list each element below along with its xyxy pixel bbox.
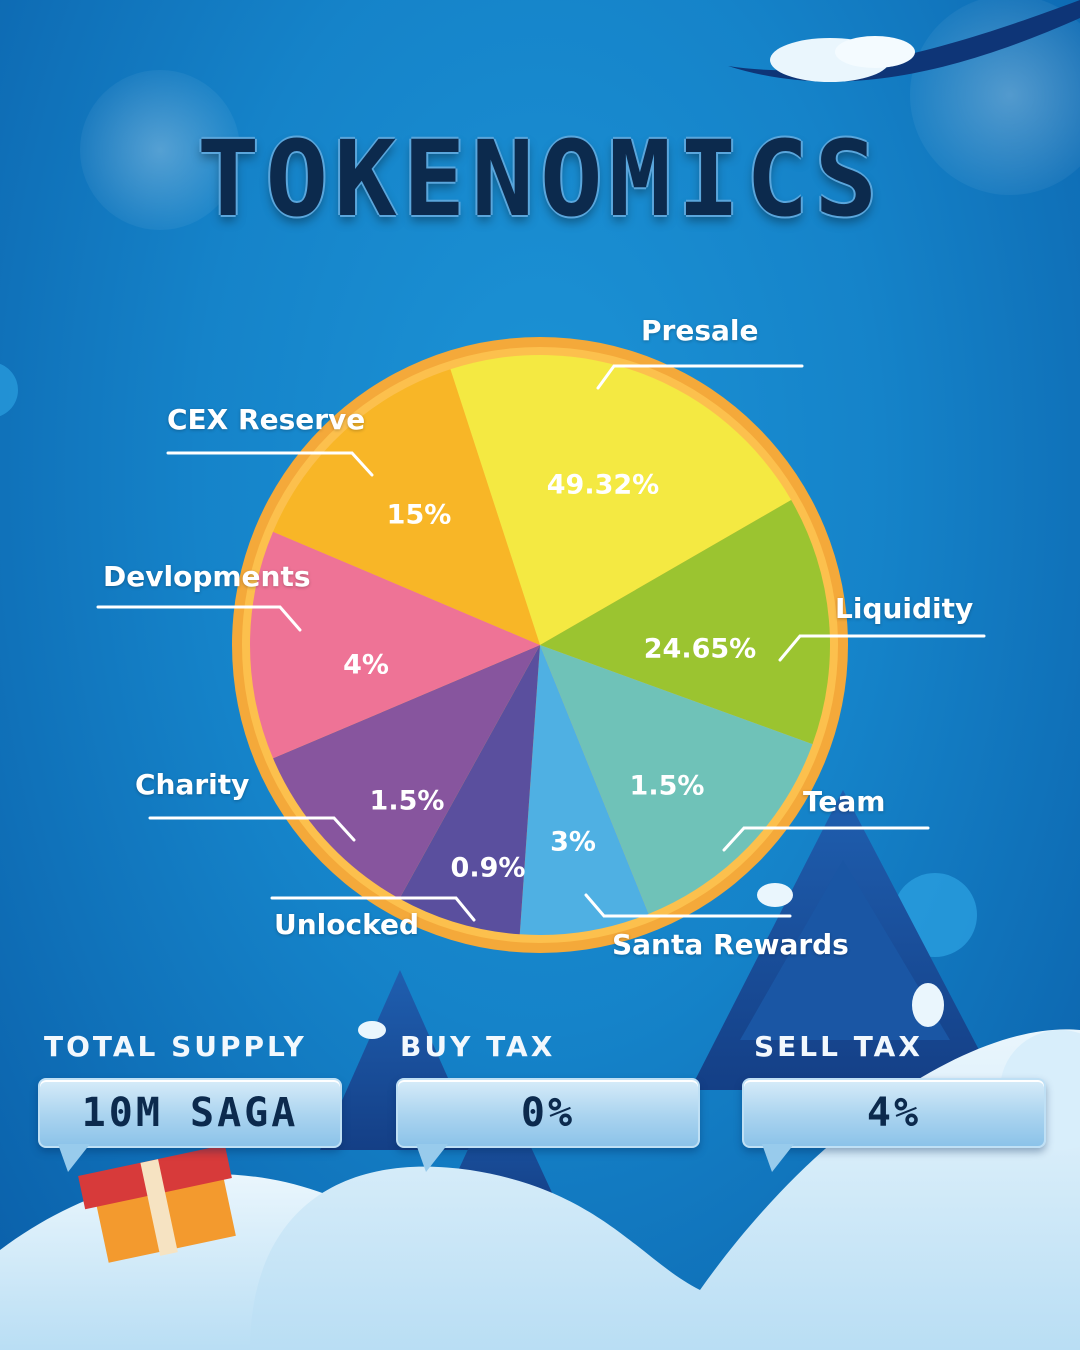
snow-cap [912, 983, 944, 1027]
slice-value-charity: 1.5% [369, 785, 445, 817]
cloud [835, 36, 915, 68]
slice-label-unlocked: Unlocked [274, 908, 420, 941]
leader-line-charity [148, 816, 356, 842]
sell-tax-value: 4% [866, 1090, 922, 1136]
snow-cap [757, 883, 793, 907]
snow-hill [250, 1029, 1080, 1350]
pie-slice-charity [273, 645, 540, 899]
speech-tail [58, 1144, 90, 1172]
speech-tail [762, 1144, 794, 1172]
sell-tax-box: 4% [742, 1078, 1046, 1172]
slice-label-liquidity: Liquidity [835, 592, 974, 625]
pie-slice-liquidity [540, 500, 830, 745]
buy-tax-title: BUY TAX [400, 1030, 556, 1063]
pine-tree [740, 860, 950, 1040]
slice-label-santa-rewards: Santa Rewards [612, 928, 849, 961]
sell-tax-title: SELL TAX [754, 1030, 923, 1063]
slice-value-liquidity: 24.65% [643, 633, 757, 665]
leader-line-cex-reserve [166, 451, 374, 477]
total-supply-title: TOTAL SUPPLY [44, 1030, 307, 1063]
slice-value-presale: 49.32% [546, 469, 660, 501]
total-supply-value: 10M SAGA [81, 1090, 299, 1136]
slice-label-cex-reserve: CEX Reserve [167, 403, 366, 436]
bokeh-circle [0, 363, 18, 417]
slice-value-unlocked: 0.9% [450, 852, 526, 884]
speech-tail [416, 1144, 448, 1172]
pie-slice-cex-reserve [273, 369, 540, 645]
buy-tax-value: 0% [520, 1090, 576, 1136]
gift-box [78, 1144, 236, 1263]
leader-line-presale [596, 364, 804, 390]
slice-label-team: Team [803, 785, 886, 818]
slice-value-santa-rewards: 3% [550, 826, 596, 858]
total-supply-box: 10M SAGA [38, 1078, 342, 1172]
sleigh-runner [728, 0, 1080, 82]
pie-slices [250, 355, 830, 936]
leader-line-liquidity [778, 634, 986, 662]
leader-line-devlopments [96, 605, 302, 632]
leader-line-santa-rewards [584, 893, 792, 918]
pie-slice-presale [450, 355, 792, 645]
pie-slice-team [540, 645, 813, 914]
slice-value-team: 1.5% [629, 770, 705, 802]
slice-label-devlopments: Devlopments [103, 560, 311, 593]
slice-value-devlopments: 4% [343, 649, 389, 681]
buy-tax-box: 0% [396, 1078, 700, 1172]
leader-line-team [722, 826, 930, 852]
page-title: TOKENOMICS [196, 118, 884, 240]
snow-cap [358, 1021, 386, 1039]
slice-label-charity: Charity [135, 768, 250, 801]
leader-line-unlocked [270, 896, 476, 922]
slice-value-cex-reserve: 15% [386, 499, 452, 531]
pie-slice-santa-rewards [519, 645, 649, 936]
slice-label-presale: Presale [641, 314, 759, 347]
pie-slice-devlopments [250, 531, 541, 759]
pie-slice-unlocked [399, 645, 540, 935]
bokeh-circle [80, 70, 240, 230]
